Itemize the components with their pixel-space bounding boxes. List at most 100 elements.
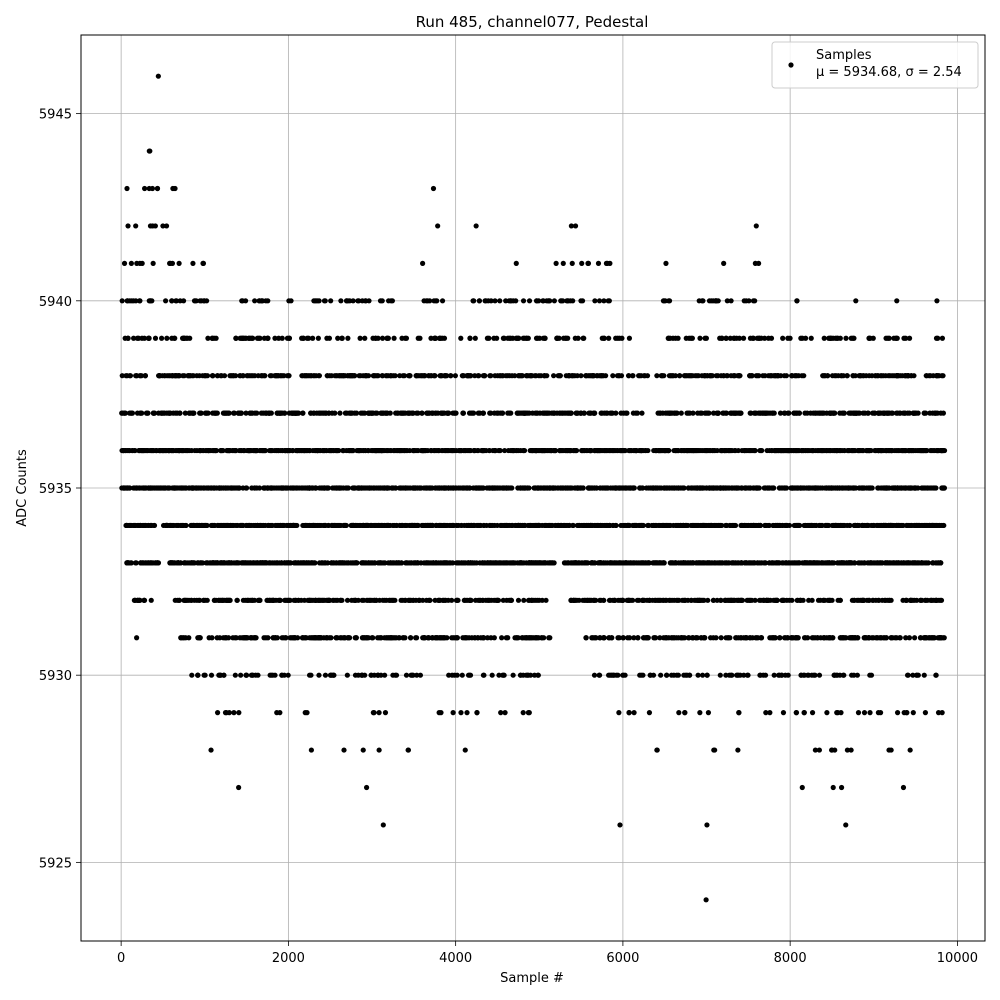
- data-point: [570, 373, 576, 379]
- data-point: [484, 560, 490, 566]
- data-point: [564, 298, 570, 304]
- data-point: [384, 410, 390, 416]
- data-point: [839, 410, 845, 416]
- data-point: [428, 335, 434, 341]
- data-point: [235, 522, 241, 529]
- data-point: [301, 447, 307, 454]
- data-point: [623, 410, 629, 416]
- data-point: [268, 447, 274, 454]
- data-point: [262, 410, 268, 416]
- data-point: [568, 223, 574, 229]
- data-point: [930, 560, 936, 566]
- data-point: [542, 522, 548, 529]
- data-point: [723, 560, 729, 566]
- data-point: [318, 485, 324, 491]
- data-point: [204, 522, 210, 529]
- data-point: [276, 335, 282, 341]
- data-point: [469, 410, 476, 416]
- data-point: [785, 335, 791, 341]
- data-point: [170, 185, 176, 192]
- data-point: [492, 447, 498, 454]
- data-point: [588, 410, 594, 416]
- data-point: [233, 335, 239, 341]
- data-point: [572, 560, 578, 566]
- data-point: [706, 410, 712, 416]
- data-point: [518, 447, 524, 454]
- data-point: [660, 560, 666, 566]
- data-point: [672, 335, 679, 341]
- data-point: [481, 522, 487, 529]
- data-point: [652, 560, 658, 566]
- data-point: [142, 485, 148, 491]
- data-point: [454, 560, 461, 566]
- data-point: [445, 485, 452, 491]
- data-point: [450, 522, 456, 529]
- data-point: [297, 447, 303, 454]
- data-point: [747, 485, 753, 491]
- data-point: [699, 410, 705, 416]
- data-point: [906, 335, 913, 341]
- data-point: [231, 485, 237, 491]
- data-point: [379, 373, 385, 379]
- data-point: [732, 447, 739, 454]
- data-point: [339, 335, 345, 341]
- data-point: [934, 298, 940, 304]
- data-point: [318, 410, 324, 416]
- data-point: [378, 522, 384, 529]
- data-point: [758, 335, 764, 341]
- data-point: [130, 335, 137, 341]
- data-point: [277, 410, 284, 416]
- data-point: [555, 373, 561, 379]
- data-point: [940, 373, 946, 379]
- data-point: [314, 447, 320, 454]
- data-point: [683, 335, 689, 341]
- data-point: [458, 335, 464, 341]
- data-point: [141, 447, 147, 454]
- data-point: [579, 560, 586, 566]
- data-point: [317, 522, 323, 529]
- data-point: [344, 597, 351, 603]
- data-point: [461, 447, 467, 454]
- data-point: [633, 522, 639, 529]
- data-point: [694, 560, 701, 566]
- data-point: [535, 485, 541, 491]
- data-point: [476, 298, 482, 304]
- data-point: [708, 560, 714, 566]
- data-point: [324, 373, 331, 379]
- data-point: [930, 522, 936, 529]
- data-point: [646, 560, 652, 566]
- data-point: [919, 485, 925, 491]
- data-point: [481, 373, 487, 379]
- data-point: [608, 560, 615, 566]
- data-point: [528, 373, 534, 379]
- data-point: [378, 447, 384, 454]
- data-point: [579, 260, 585, 266]
- data-point: [508, 447, 514, 454]
- data-point: [723, 410, 729, 416]
- data-point: [667, 335, 673, 341]
- data-point: [743, 447, 749, 454]
- data-point: [635, 560, 641, 566]
- data-point: [242, 298, 249, 304]
- data-point: [704, 560, 710, 566]
- data-point: [155, 410, 162, 416]
- data-point: [731, 522, 737, 529]
- data-point: [633, 410, 639, 416]
- data-point: [342, 560, 348, 566]
- data-point: [518, 560, 524, 566]
- data-point: [573, 447, 579, 454]
- data-point: [146, 148, 152, 154]
- data-point: [815, 447, 821, 454]
- data-point: [401, 373, 408, 379]
- data-point: [377, 560, 383, 566]
- data-point: [626, 522, 633, 529]
- data-point: [170, 560, 176, 566]
- data-point: [602, 447, 608, 454]
- data-point: [791, 410, 797, 416]
- data-point: [186, 485, 192, 491]
- data-point: [746, 560, 752, 566]
- data-point: [796, 522, 802, 529]
- data-point: [561, 522, 567, 529]
- data-point: [387, 447, 393, 454]
- data-point: [345, 335, 351, 341]
